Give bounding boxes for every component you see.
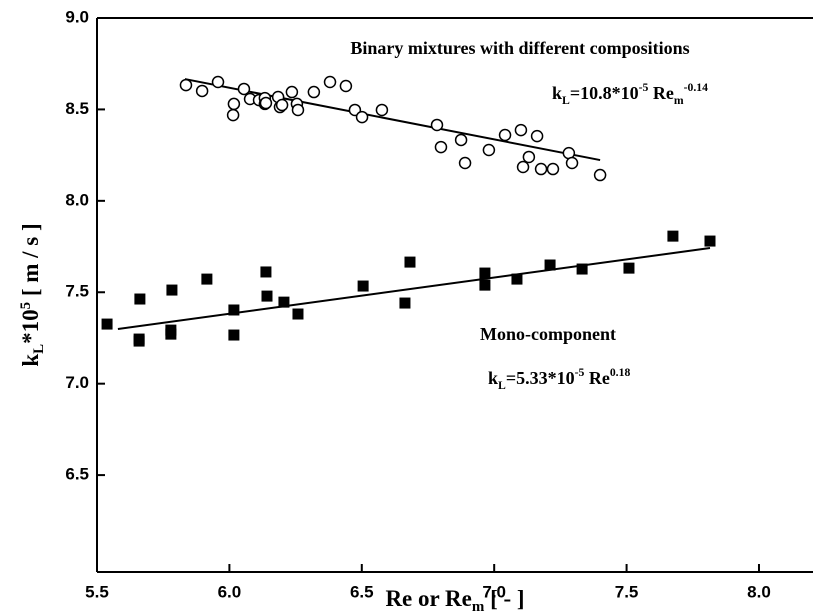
annotation-part: Re	[584, 368, 610, 388]
point	[404, 256, 416, 268]
y-tick-label: 9.0	[65, 7, 89, 26]
point	[227, 97, 241, 111]
x-axis-label-part: m	[472, 599, 485, 615]
annotation-part: Binary mixtures with different compositi…	[350, 38, 689, 58]
x-tick-label: 7.5	[615, 582, 639, 601]
point	[339, 79, 353, 93]
x-tick-label: 8.0	[747, 582, 771, 601]
point	[534, 162, 548, 176]
point	[165, 328, 177, 340]
point	[179, 78, 193, 92]
annotation-part: k	[488, 368, 498, 388]
point	[275, 98, 289, 112]
point	[498, 128, 512, 142]
y-tick-label: 7.0	[65, 373, 89, 392]
point	[278, 296, 290, 308]
annotation-part: Mono-component	[480, 324, 616, 344]
y-tick-label: 8.0	[65, 190, 89, 209]
point	[211, 75, 225, 89]
point	[101, 318, 113, 330]
point	[546, 162, 560, 176]
point	[228, 329, 240, 341]
point	[530, 129, 544, 143]
x-axis-label: Re or Rem [ - ]	[385, 586, 524, 615]
point	[261, 290, 273, 302]
annotation-part: =5.33*10	[506, 368, 575, 388]
point	[228, 304, 240, 316]
y-axis-label: kL*105 [ m / s ]	[18, 223, 47, 366]
annotation: Mono-component	[480, 324, 616, 344]
point	[454, 133, 468, 147]
point	[357, 280, 369, 292]
point	[544, 259, 556, 271]
point	[479, 279, 491, 291]
x-tick-label: 6.0	[218, 582, 242, 601]
point	[576, 263, 588, 275]
point	[482, 143, 496, 157]
point	[259, 96, 273, 110]
point	[434, 140, 448, 154]
point	[399, 297, 411, 309]
annotation-part: -0.14	[684, 81, 709, 94]
point	[430, 118, 444, 132]
point	[511, 273, 523, 285]
annotation: Binary mixtures with different compositi…	[350, 38, 689, 58]
x-axis-label-part: Re or Re	[385, 586, 471, 611]
x-tick-label: 6.5	[350, 582, 374, 601]
point	[623, 262, 635, 274]
point	[565, 156, 579, 170]
annotation-part: =10.8*10	[570, 83, 639, 103]
point	[285, 85, 299, 99]
y-axis-label-part: *10	[18, 309, 43, 344]
x-tick-label: 5.5	[85, 582, 109, 601]
point	[237, 82, 251, 96]
fit-line	[117, 247, 711, 330]
point	[458, 156, 472, 170]
point	[260, 266, 272, 278]
annotation: kL=5.33*10-5 Re0.18	[488, 366, 630, 392]
point	[133, 335, 145, 347]
annotation-part: 0.18	[610, 366, 631, 379]
annotation-part: -5	[639, 81, 649, 94]
point	[704, 235, 716, 247]
point	[355, 110, 369, 124]
point	[195, 84, 209, 98]
point	[375, 103, 389, 117]
y-tick-label: 7.5	[65, 282, 89, 301]
y-axis-label-part: [ m / s ]	[18, 223, 43, 302]
point	[226, 108, 240, 122]
annotation-part: -5	[575, 366, 585, 379]
annotation-part: L	[498, 379, 506, 392]
point	[667, 230, 679, 242]
point	[516, 160, 530, 174]
point	[514, 123, 528, 137]
point	[201, 273, 213, 285]
annotation-part: Re	[648, 83, 674, 103]
y-tick-label: 8.5	[65, 99, 89, 118]
y-tick-label: 6.5	[65, 465, 89, 484]
point	[166, 284, 178, 296]
x-axis-label-part: [ - ]	[484, 586, 524, 611]
annotation-part: k	[552, 83, 562, 103]
point	[323, 75, 337, 89]
point	[479, 267, 491, 279]
y-axis-label-part: L	[31, 344, 47, 354]
point	[522, 150, 536, 164]
annotation: kL=10.8*10-5 Rem-0.14	[552, 81, 708, 107]
point	[593, 168, 607, 182]
point	[291, 103, 305, 117]
point	[134, 293, 146, 305]
y-axis-label-part: 5	[18, 302, 34, 309]
point	[292, 308, 304, 320]
fit-line	[184, 78, 601, 162]
annotation-part: L	[562, 94, 570, 107]
y-axis-label-part: k	[18, 354, 43, 367]
x-tick-label: 7.0	[482, 582, 506, 601]
annotation-part: m	[674, 94, 684, 107]
point	[307, 85, 321, 99]
